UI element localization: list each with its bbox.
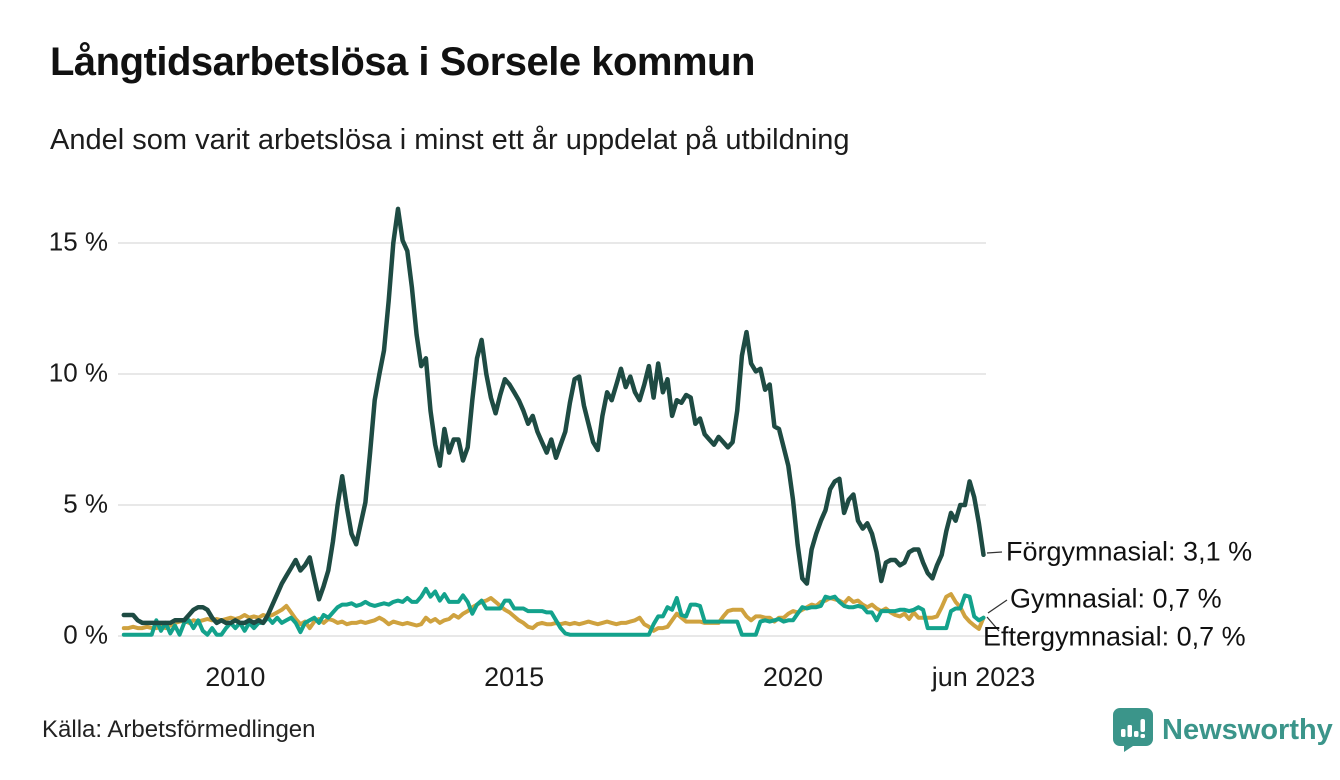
series-line-förgymnasial xyxy=(121,206,986,626)
label-connector xyxy=(986,616,1000,632)
newsworthy-icon xyxy=(1113,708,1153,752)
page-subtitle: Andel som varit arbetslösa i minst ett å… xyxy=(50,124,850,156)
label-connector xyxy=(987,599,1008,614)
source-text: Källa: Arbetsförmedlingen xyxy=(42,716,316,743)
label-connector xyxy=(986,551,1003,554)
series-line-gymnasial xyxy=(121,586,986,637)
brand-logo: Newsworthy xyxy=(1113,708,1333,752)
page-title: Långtidsarbetslösa i Sorsele kommun xyxy=(50,40,755,84)
brand-name: Newsworthy xyxy=(1162,714,1333,746)
